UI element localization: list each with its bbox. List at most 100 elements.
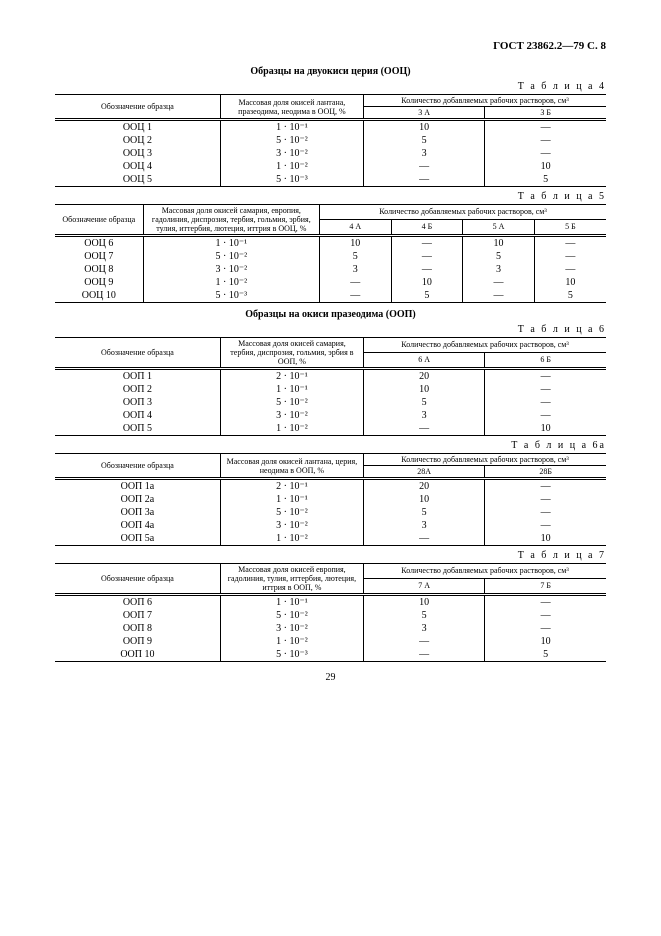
table-cell: — (364, 173, 485, 187)
table-cell: 1 · 10⁻² (220, 160, 363, 173)
table-cell: — (391, 263, 463, 276)
table-cell: — (319, 289, 391, 303)
t4-h2: Массовая доля окисей лантана, празеодима… (220, 95, 363, 120)
table-cell: 5 · 10⁻² (220, 134, 363, 147)
t6-s2: 6 Б (485, 352, 606, 368)
table-cell: — (485, 493, 606, 506)
table-cell: 5 (485, 173, 606, 187)
table-row: ООЦ 9 (55, 276, 143, 289)
page-header: ГОСТ 23862.2—79 С. 8 (55, 40, 606, 52)
table-row: ООП 5а (55, 532, 220, 546)
table-row: ООЦ 5 (55, 173, 220, 187)
table7: Обозначение образца Массовая доля окисей… (55, 563, 606, 662)
table-cell: 5 · 10⁻² (143, 250, 319, 263)
t5-h1: Обозначение образца (55, 205, 143, 236)
table-row: ООП 4а (55, 519, 220, 532)
table-cell: 1 · 10⁻¹ (143, 236, 319, 251)
table-cell: 10 (364, 383, 485, 396)
table-row: ООП 9 (55, 635, 220, 648)
table-row: ООП 8 (55, 622, 220, 635)
table6a-label: Т а б л и ц а 6а (55, 440, 606, 451)
t5-s1: 4 А (319, 219, 391, 235)
t7-s1: 7 А (364, 578, 485, 594)
table-cell: 3 (364, 147, 485, 160)
t5-s4: 5 Б (534, 219, 606, 235)
section-title-1: Образцы на двуокиси церия (ООЦ) (55, 66, 606, 77)
table-row: ООП 10 (55, 648, 220, 662)
table-cell: 20 (364, 479, 485, 494)
table-cell: 5 (364, 609, 485, 622)
table-cell: 3 (364, 409, 485, 422)
table-cell: — (463, 289, 535, 303)
table-row: ООП 5 (55, 422, 220, 436)
t6-h1: Обозначение образца (55, 338, 220, 369)
table-cell: — (485, 120, 606, 135)
t6-h2: Массовая доля окисей самария, тербия, ди… (220, 338, 363, 369)
table-cell: — (485, 506, 606, 519)
t4-s1: 3 А (364, 107, 485, 120)
table-cell: 10 (391, 276, 463, 289)
table-cell: 10 (463, 236, 535, 251)
table-cell: 1 · 10⁻¹ (220, 120, 363, 135)
table-cell: 3 (319, 263, 391, 276)
table-row: ООП 6 (55, 595, 220, 610)
table-cell: 5 (534, 289, 606, 303)
table-cell: — (319, 276, 391, 289)
t5-h3: Количество добавляемых рабочих растворов… (319, 205, 606, 220)
t6a-h3: Количество добавляемых рабочих растворов… (364, 454, 606, 466)
table-row: ООЦ 4 (55, 160, 220, 173)
table-cell: — (485, 383, 606, 396)
table-cell: 3 · 10⁻² (143, 263, 319, 276)
table-row: ООП 1 (55, 369, 220, 384)
table-cell: 5 · 10⁻³ (220, 648, 363, 662)
table-cell: 10 (364, 493, 485, 506)
t4-s2: 3 Б (485, 107, 606, 120)
table-cell: 10 (485, 635, 606, 648)
table-cell: 5 (364, 396, 485, 409)
table-cell: 1 · 10⁻² (220, 635, 363, 648)
table-cell: 10 (485, 532, 606, 546)
t6-h3: Количество добавляемых рабочих растворов… (364, 338, 606, 353)
table-cell: 10 (534, 276, 606, 289)
table-cell: 1 · 10⁻² (220, 532, 363, 546)
table-cell: — (364, 532, 485, 546)
table-cell: 1 · 10⁻¹ (220, 383, 363, 396)
table-cell: 2 · 10⁻¹ (220, 369, 363, 384)
table-cell: 1 · 10⁻¹ (220, 595, 363, 610)
t6a-h2: Массовая доля окисей лантана, церия, нео… (220, 454, 363, 479)
table-cell: 10 (319, 236, 391, 251)
table-cell: 5 (485, 648, 606, 662)
table-cell: 5 (319, 250, 391, 263)
table4-label: Т а б л и ц а 4 (55, 81, 606, 92)
table-cell: 5 · 10⁻³ (220, 173, 363, 187)
table-cell: 3 (364, 622, 485, 635)
table-cell: — (534, 236, 606, 251)
t7-h3: Количество добавляемых рабочих растворов… (364, 564, 606, 579)
t5-s3: 5 А (463, 219, 535, 235)
table-cell: 3 (364, 519, 485, 532)
t4-h3: Количество добавляемых рабочих растворов… (364, 95, 606, 107)
table-row: ООЦ 8 (55, 263, 143, 276)
table-cell: 10 (485, 422, 606, 436)
t6-s1: 6 А (364, 352, 485, 368)
table-cell: — (364, 160, 485, 173)
table-cell: 1 · 10⁻² (220, 422, 363, 436)
table-cell: — (485, 409, 606, 422)
table5: Обозначение образца Массовая доля окисей… (55, 204, 606, 303)
table-cell: — (485, 147, 606, 160)
table-row: ООП 4 (55, 409, 220, 422)
table7-label: Т а б л и ц а 7 (55, 550, 606, 561)
table-cell: — (485, 369, 606, 384)
t6a-s2: 28Б (485, 466, 606, 479)
table-row: ООП 3а (55, 506, 220, 519)
table-row: ООП 2а (55, 493, 220, 506)
table-cell: 5 (364, 506, 485, 519)
table6: Обозначение образца Массовая доля окисей… (55, 337, 606, 436)
table-cell: 3 · 10⁻² (220, 519, 363, 532)
table-cell: — (485, 134, 606, 147)
table-row: ООП 7 (55, 609, 220, 622)
t5-s2: 4 Б (391, 219, 463, 235)
table-cell: 5 · 10⁻² (220, 609, 363, 622)
t6a-h1: Обозначение образца (55, 454, 220, 479)
table-cell: 3 · 10⁻² (220, 147, 363, 160)
